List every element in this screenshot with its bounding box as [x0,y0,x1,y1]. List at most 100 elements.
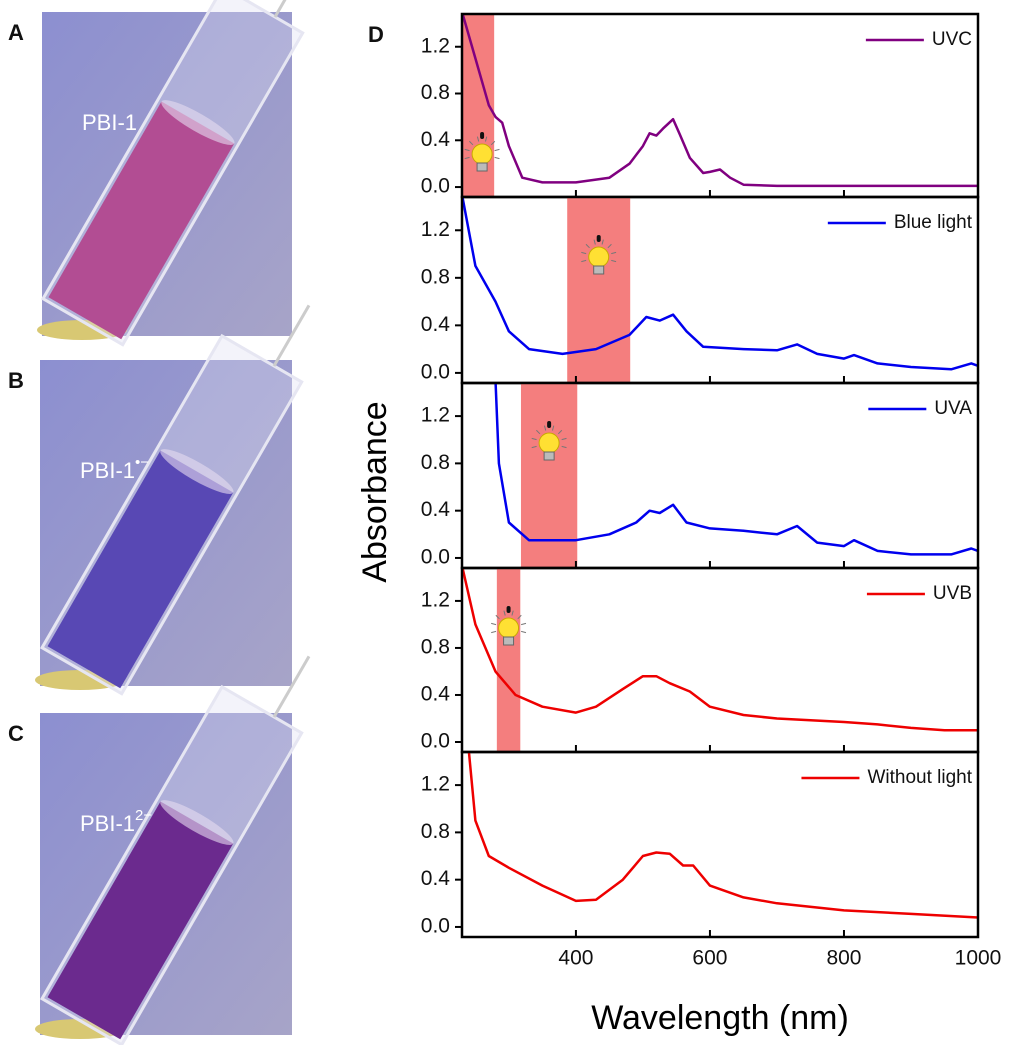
y-tick-label: 1.2 [421,218,450,241]
bulb-ray [517,614,522,620]
y-tick-label: 0.8 [421,451,450,474]
spectrum-line [494,383,978,556]
bulb-ray [561,437,567,441]
illumination-band [520,383,578,568]
meniscus [161,100,235,145]
illumination-band [567,197,631,383]
bulb-ray [531,445,537,449]
needle [273,0,312,18]
y-tick-label: 0.0 [421,545,450,568]
bulb-icon [531,421,567,461]
bulb-ray [464,148,470,152]
y-tick-label: 1.2 [421,34,450,57]
cuvette [39,655,311,1047]
y-axis-title: Absorbance [356,401,394,582]
y-tick-label: 0.4 [421,867,451,890]
bulb-ray [585,243,590,249]
photo-label: A [8,20,24,45]
bulb-ray [581,251,587,255]
bulb-ray [469,140,474,146]
caption-text: PBI-1 [80,458,135,483]
x-tick-label: 1000 [955,947,1002,970]
cuvette-liquid [47,801,234,1040]
bulb-ray [543,425,547,431]
x-axis-title: Wavelength (nm) [591,999,849,1037]
bulb-icon [581,235,617,275]
bulb-ray [495,614,500,620]
panel-label: D [368,22,384,47]
photo-label: B [8,368,24,393]
y-tick-label: 0.8 [421,81,450,104]
legend-label: Blue light [894,212,973,233]
meniscus [160,449,234,494]
bulb-ray [494,148,500,152]
bulb-ray [611,251,617,255]
photo-label: C [8,721,24,746]
x-tick-label: 400 [558,947,593,970]
caption-superscript: 2− [135,807,152,824]
y-tick-label: 1.2 [421,773,450,796]
legend-label: UVC [932,29,972,50]
bulb-ray [593,239,596,245]
caption-text: PBI-1 [82,110,137,135]
bulb-ray [464,156,470,160]
plot-frame [460,566,980,754]
bulb-base [476,162,488,172]
bulb-ray [484,136,488,142]
spectrum-line [462,14,978,188]
bulb-ray [611,259,617,263]
cuvette-liquid [48,101,235,340]
x-tick-label: 800 [826,947,861,970]
photo-caption: PBI-12− [80,807,152,836]
bulb-ray [491,622,497,626]
y-tick-label: 0.0 [421,175,450,198]
x-tick-label: 600 [692,947,727,970]
y-tick-label: 0.0 [421,360,450,383]
bulb-icon [464,132,500,172]
legend-label: UVA [934,398,972,419]
cuvette [40,0,312,347]
bulb-ray [491,630,497,634]
caption-text: PBI-1 [80,811,135,836]
bulb-glass [471,143,493,165]
illumination-band [496,568,521,752]
bulb-tip [547,421,552,428]
caption-superscript: •− [135,454,149,471]
y-tick-label: 0.4 [421,313,451,336]
legend-label: Without light [867,767,972,788]
bulb-base [503,636,515,646]
bulb-ray [503,610,506,616]
bulb-glass [538,432,560,454]
bulb-tip [480,132,485,139]
y-tick-label: 0.4 [421,683,451,706]
bulb-glass [588,246,610,268]
meniscus [160,800,234,845]
bulb-glass [498,617,520,639]
bulb-ray [531,437,537,441]
bulb-ray [557,429,563,435]
y-tick-label: 0.8 [421,635,450,658]
bulb-tip [506,606,511,613]
bulb-ray [607,243,612,249]
y-tick-label: 0.8 [421,820,450,843]
photo-caption: PBI-1•− [80,454,149,483]
bulb-icon [491,606,527,646]
bulb-ray [521,622,527,626]
plot-frame [460,750,980,939]
y-tick-label: 0.0 [421,914,450,937]
spectrum-line [467,752,978,919]
bulb-tip [596,235,601,242]
y-tick-label: 0.8 [421,265,450,288]
legend-label: UVB [933,583,972,604]
cuvette-liquid [47,450,234,689]
needle [272,655,311,718]
y-tick-label: 1.2 [421,404,450,427]
bulb-base [593,265,605,275]
y-tick-label: 0.4 [421,498,451,521]
bulb-ray [511,610,514,616]
bulb-ray [561,445,567,449]
photo-caption: PBI-1 [82,110,137,135]
bulb-ray [581,259,587,263]
y-tick-label: 0.0 [421,730,450,753]
